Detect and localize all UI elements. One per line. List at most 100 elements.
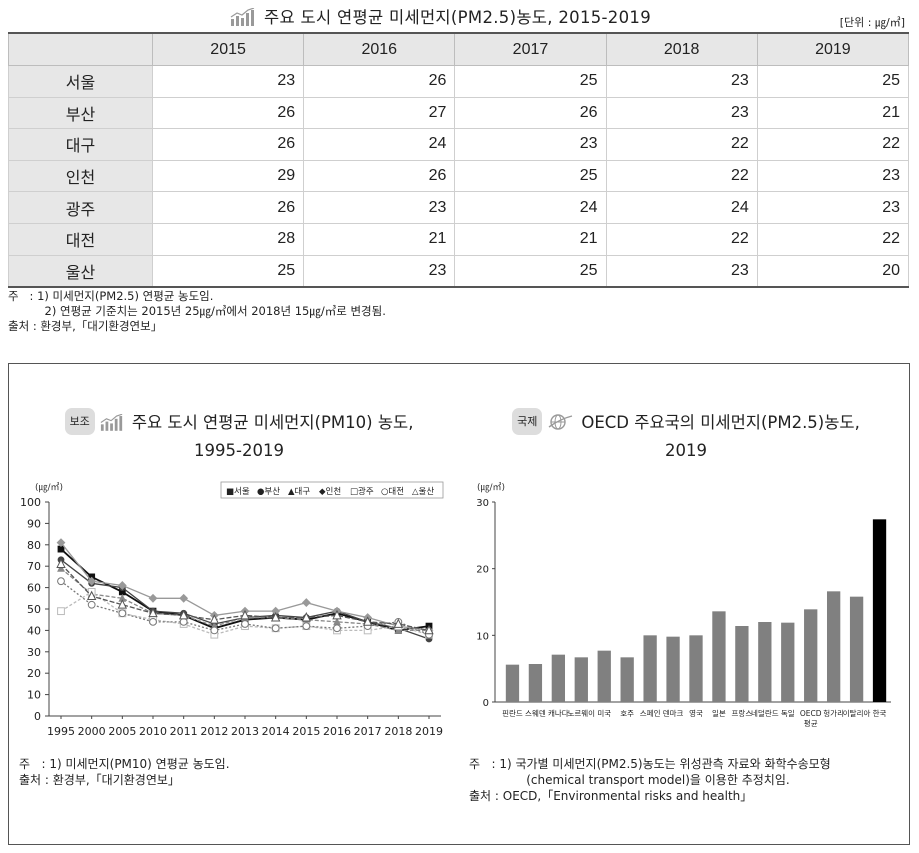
table-value-cell: 23 bbox=[605, 96, 758, 130]
table-value-cell: 26 bbox=[151, 128, 305, 161]
table-value-cell: 25 bbox=[454, 159, 607, 193]
y-tick-label: 30 bbox=[27, 646, 41, 659]
x-tick-label: 호주 bbox=[620, 709, 634, 718]
table-value-cell: 22 bbox=[605, 159, 758, 193]
x-tick-label: 2014 bbox=[262, 725, 290, 738]
data-point bbox=[240, 609, 250, 620]
right-chart-notes: 주 : 1) 국가별 미세먼지(PM2.5)농도는 위성관측 자료와 화학수송모… bbox=[469, 756, 831, 804]
y-axis-unit-label: (㎍/㎥) bbox=[35, 482, 63, 493]
data-point bbox=[179, 593, 189, 603]
bar-핀란드 bbox=[505, 664, 520, 702]
table-city-cell: 울산 bbox=[8, 254, 153, 289]
table-header-cell: 2018 bbox=[605, 32, 758, 66]
x-tick-label: 2011 bbox=[170, 725, 198, 738]
bar-일본 bbox=[712, 611, 726, 702]
table-value-cell: 23 bbox=[454, 128, 607, 161]
table-city-cell: 대구 bbox=[8, 128, 153, 161]
data-point bbox=[302, 622, 311, 631]
table-header-cell: 2016 bbox=[303, 32, 456, 66]
x-tick-label: 캐나다 bbox=[548, 709, 569, 718]
table-city-cell: 인천 bbox=[8, 159, 153, 193]
data-point bbox=[57, 607, 65, 616]
left-chart-title-line2: 1995-2019 bbox=[194, 441, 284, 460]
table-value-cell: 27 bbox=[303, 96, 456, 130]
table-value-cell: 23 bbox=[756, 159, 910, 193]
table-value-cell: 26 bbox=[303, 159, 456, 193]
data-point bbox=[57, 577, 65, 586]
data-point bbox=[393, 618, 404, 628]
data-point bbox=[149, 617, 157, 626]
x-tick-label: 2018 bbox=[384, 725, 412, 738]
data-point bbox=[86, 590, 97, 601]
bar-덴마크 bbox=[666, 636, 680, 702]
series-울산 bbox=[56, 558, 434, 635]
y-tick-label: 0 bbox=[34, 710, 41, 723]
x-tick-label: 독일 bbox=[781, 709, 795, 718]
data-point bbox=[57, 545, 65, 553]
data-point bbox=[117, 581, 127, 590]
legend-entry: △울산 bbox=[412, 486, 434, 497]
x-tick-label: 2010 bbox=[139, 725, 167, 738]
data-point bbox=[333, 617, 341, 626]
x-tick-label: 2005 bbox=[108, 725, 136, 738]
data-point bbox=[210, 626, 219, 635]
x-tick-label: 미국 bbox=[597, 709, 611, 718]
table-title: 주요 도시 연평균 미세먼지(PM2.5)농도, 2015-2019 bbox=[230, 4, 651, 30]
x-tick-label: OECD bbox=[800, 709, 822, 718]
x-tick-label: 네덜란드 bbox=[751, 708, 779, 718]
bar-스웨덴 bbox=[528, 664, 543, 702]
y-tick-label: 20 bbox=[27, 667, 41, 680]
data-point bbox=[332, 609, 342, 620]
data-point bbox=[301, 598, 311, 607]
left-chart-source: 출처 : 환경부,「대기환경연보」 bbox=[19, 773, 180, 787]
table-title-text: 주요 도시 연평균 미세먼지(PM2.5)농도, 2015-2019 bbox=[264, 8, 652, 27]
table-value-cell: 22 bbox=[756, 222, 910, 256]
x-tick-label: 핀란드 bbox=[502, 708, 523, 718]
right-chart-note: (chemical transport model)을 이용한 추정치임. bbox=[469, 773, 790, 787]
table-note-line: 2) 연평균 기준치는 2015년 25㎍/㎥에서 2018년 15㎍/㎥로 변… bbox=[8, 304, 386, 318]
y-tick-label: 10 bbox=[27, 689, 41, 702]
y-tick-label: 60 bbox=[27, 582, 41, 595]
table-value-cell: 21 bbox=[454, 222, 607, 256]
chart-legend: ■서울 ●부산 ▲대구 ◆인천 □광주 ○대전 △울산 bbox=[220, 481, 444, 499]
data-point bbox=[362, 616, 373, 626]
right-chart-title-line1: OECD 주요국의 미세먼지(PM2.5)농도, bbox=[581, 413, 860, 432]
table-header-row: 2015 2016 2017 2018 2019 bbox=[8, 32, 910, 66]
y-tick-label: 50 bbox=[27, 603, 41, 616]
chart-icon bbox=[230, 7, 256, 30]
x-tick-label: 2012 bbox=[200, 725, 228, 738]
table-value-cell: 23 bbox=[303, 191, 456, 224]
table-value-cell: 25 bbox=[454, 254, 607, 289]
y-tick-label: 30 bbox=[476, 498, 489, 509]
pm25-city-table: 2015 2016 2017 2018 2019 서울 23 26 25 23 25 부산 2… bbox=[8, 32, 910, 289]
right-chart-title: 국제 OECD 주요국의 미세먼지(PM2.5)농도, 2019 bbox=[471, 408, 901, 463]
bar-헝가리 bbox=[826, 591, 841, 702]
bar-독일 bbox=[781, 622, 795, 702]
right-chart-title-line2: 2019 bbox=[665, 441, 707, 460]
table-header-cell: 2015 bbox=[151, 32, 305, 66]
legend-entry: ○대전 bbox=[381, 486, 404, 497]
table-value-cell: 21 bbox=[303, 222, 456, 256]
table-value-cell: 29 bbox=[151, 159, 305, 193]
table-city-cell: 대전 bbox=[8, 222, 153, 256]
left-chart-note: 주 : 1) 미세먼지(PM10) 연평균 농도임. bbox=[19, 757, 230, 771]
international-badge: 국제 bbox=[512, 408, 543, 435]
table-row: 인천 29 26 25 22 23 bbox=[8, 159, 910, 193]
x-tick-label: 덴마크 bbox=[663, 709, 684, 718]
unit-note: [단위 : ㎍/㎥] bbox=[839, 16, 905, 29]
data-point bbox=[209, 614, 220, 624]
legend-entry: ●부산 bbox=[257, 486, 280, 497]
table-notes: 주 : 1) 미세먼지(PM2.5) 연평균 농도임. 2) 연평균 기준치는 … bbox=[8, 289, 386, 334]
data-point bbox=[87, 576, 97, 586]
table-value-cell: 23 bbox=[303, 254, 456, 289]
y-tick-label: 100 bbox=[20, 496, 41, 509]
x-tick-label: 평균 bbox=[804, 718, 818, 728]
x-tick-label: 2016 bbox=[323, 725, 351, 738]
table-value-cell: 24 bbox=[454, 191, 607, 224]
table-value-cell: 25 bbox=[756, 65, 910, 98]
table-value-cell: 24 bbox=[303, 128, 456, 161]
data-point bbox=[333, 624, 341, 633]
data-point bbox=[117, 599, 128, 609]
table-value-cell: 22 bbox=[605, 222, 758, 256]
